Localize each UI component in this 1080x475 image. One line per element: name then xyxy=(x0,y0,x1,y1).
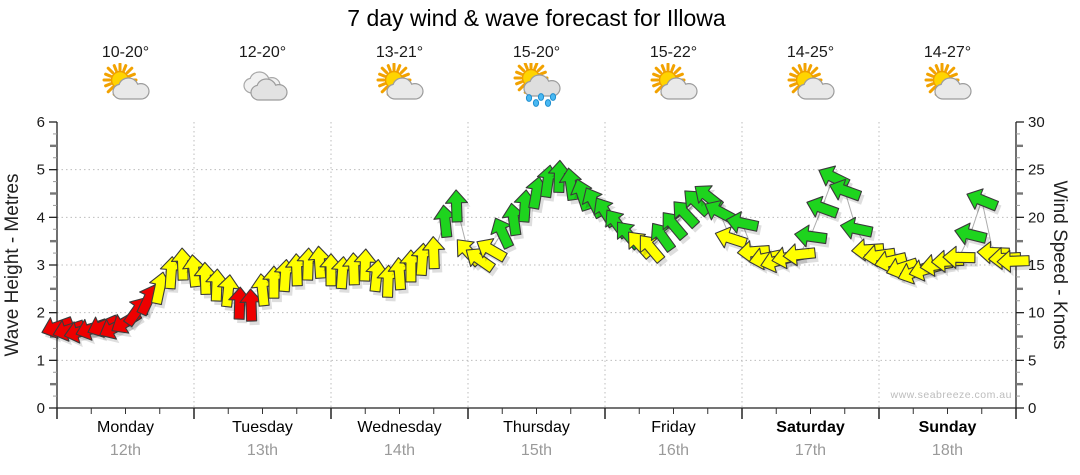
svg-text:25: 25 xyxy=(1028,162,1045,179)
svg-text:4: 4 xyxy=(37,209,45,226)
day-label-tuesday: Tuesday xyxy=(232,419,293,436)
svg-text:5: 5 xyxy=(37,162,45,179)
date-label: 18th xyxy=(931,442,964,459)
date-label: 16th xyxy=(657,442,690,459)
day-label-friday: Friday xyxy=(651,419,696,436)
day-label-thursday: Thursday xyxy=(503,419,570,436)
temp-range-saturday: 14-25° xyxy=(786,44,835,61)
watermark: www.seabreeze.com.au xyxy=(890,389,1012,401)
temp-range-monday: 10-20° xyxy=(101,44,150,61)
day-label-sunday: Sunday xyxy=(918,419,977,436)
page-title: 7 day wind & wave forecast for Illowa xyxy=(347,5,726,31)
svg-text:10: 10 xyxy=(1028,305,1045,322)
date-label: 17th xyxy=(794,442,827,459)
svg-text:0: 0 xyxy=(37,400,45,417)
svg-text:0: 0 xyxy=(1028,400,1036,417)
temp-range-thursday: 15-20° xyxy=(512,44,561,61)
svg-text:20: 20 xyxy=(1028,209,1045,226)
svg-text:3: 3 xyxy=(37,257,45,274)
svg-text:6: 6 xyxy=(37,114,45,131)
svg-text:30: 30 xyxy=(1028,114,1045,131)
svg-text:1: 1 xyxy=(37,352,45,369)
day-label-wednesday: Wednesday xyxy=(357,419,442,436)
svg-text:15: 15 xyxy=(1028,257,1045,274)
day-label-saturday: Saturday xyxy=(776,419,845,436)
date-label: 15th xyxy=(520,442,553,459)
day-label-monday: Monday xyxy=(97,419,154,436)
svg-text:5: 5 xyxy=(1028,352,1036,369)
date-label: 13th xyxy=(246,442,279,459)
date-label: 12th xyxy=(109,442,142,459)
date-label: 14th xyxy=(383,442,416,459)
temp-range-tuesday: 12-20° xyxy=(238,44,287,61)
temp-range-friday: 15-22° xyxy=(649,44,698,61)
temp-range-wednesday: 13-21° xyxy=(375,44,424,61)
svg-text:2: 2 xyxy=(37,305,45,322)
temp-range-sunday: 14-27° xyxy=(923,44,972,61)
